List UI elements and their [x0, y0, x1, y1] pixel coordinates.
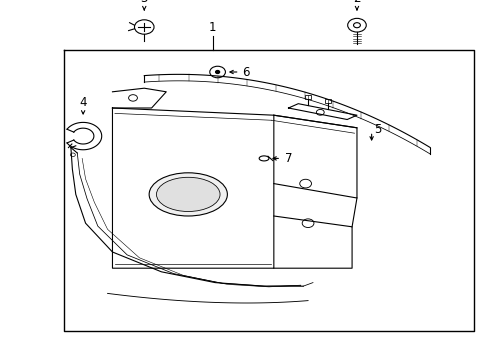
Text: 2: 2	[352, 0, 360, 5]
Text: 5: 5	[373, 123, 381, 136]
Text: 6: 6	[242, 66, 249, 78]
Text: 1: 1	[208, 21, 216, 34]
Ellipse shape	[149, 173, 227, 216]
Bar	[324, 99, 330, 103]
Text: 4: 4	[79, 96, 87, 109]
Text: 7: 7	[284, 152, 291, 165]
Circle shape	[215, 71, 219, 73]
Bar	[305, 95, 310, 99]
Ellipse shape	[156, 177, 220, 211]
Text: 3: 3	[140, 0, 148, 5]
